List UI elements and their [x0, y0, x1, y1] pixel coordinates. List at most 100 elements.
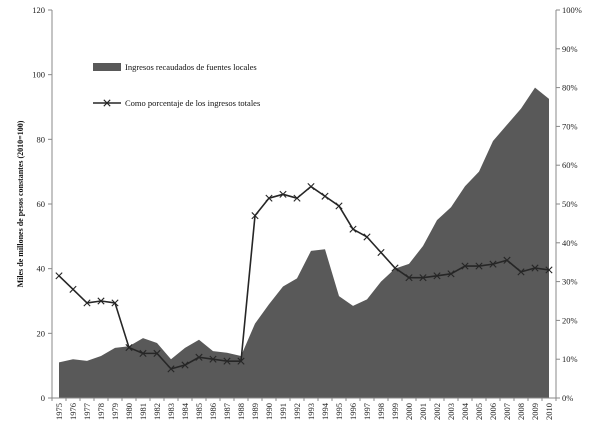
- line-point-marker: [293, 194, 301, 202]
- line-point-marker: [531, 264, 539, 272]
- x-tick-label: 1977: [82, 403, 92, 420]
- line-point-marker: [503, 256, 511, 264]
- y-tick-label-left: 20: [37, 328, 46, 338]
- area-layer: [59, 87, 549, 398]
- line-point-marker: [545, 266, 553, 274]
- line-point-marker: [391, 264, 399, 272]
- line-point-marker: [307, 182, 315, 191]
- y-tick-label-right: 30%: [562, 277, 578, 287]
- line-layer: [55, 182, 553, 373]
- x-tick-label: 2010: [544, 403, 554, 420]
- x-tick-label: 2008: [516, 403, 526, 420]
- line-point-marker: [97, 297, 105, 305]
- x-tick-label: 1995: [334, 403, 344, 420]
- legend-line-marker: [103, 99, 111, 107]
- y-tick-label-right: 50%: [562, 199, 578, 209]
- line-point-marker: [181, 361, 189, 369]
- x-tick-label: 2005: [474, 403, 484, 420]
- x-tick-label: 2006: [488, 403, 498, 420]
- line-point-marker: [55, 272, 63, 280]
- line-point-marker: [433, 272, 441, 280]
- y-tick-label-right: 0%: [562, 393, 573, 403]
- x-tick-label: 1996: [348, 403, 358, 420]
- line-point-marker: [335, 202, 343, 210]
- y-tick-label-right: 60%: [562, 160, 578, 170]
- line-point-marker: [153, 349, 161, 357]
- legend-line-label: Como porcentaje de los ingresos totales: [125, 98, 260, 108]
- x-tick-label: 1992: [292, 403, 302, 420]
- y-tick-label-left: 0: [41, 393, 45, 403]
- y-tick-label-right: 20%: [562, 315, 578, 325]
- y-tick-label-left: 100: [32, 70, 45, 80]
- x-tick-label: 1981: [138, 403, 148, 420]
- x-tick-label: 1994: [320, 402, 330, 420]
- line-point-marker: [167, 365, 175, 373]
- legend-marker-x: [103, 99, 111, 107]
- x-tick-label: 1980: [124, 403, 134, 420]
- y-tick-label-right: 100%: [562, 5, 582, 15]
- x-tick-label: 2004: [460, 402, 470, 420]
- line-point-marker: [517, 268, 525, 276]
- line-point-marker: [223, 357, 231, 365]
- line-point-marker: [475, 262, 483, 270]
- line-point-marker: [251, 212, 259, 220]
- x-tick-label: 2003: [446, 403, 456, 420]
- x-tick-label: 1986: [208, 403, 218, 420]
- x-tick-label: 1999: [390, 403, 400, 420]
- x-tick-label: 1988: [236, 403, 246, 420]
- line-point-marker: [349, 225, 357, 233]
- line-point-marker: [69, 285, 77, 293]
- x-tick-label: 1985: [194, 403, 204, 420]
- legend: Ingresos recaudados de fuentes locales C…: [93, 62, 260, 108]
- area-series-ingresos: [59, 87, 549, 398]
- x-tick-label: 1993: [306, 403, 316, 420]
- line-point-marker: [363, 233, 371, 241]
- x-tick-label: 1990: [264, 403, 274, 420]
- line-point-marker: [419, 274, 427, 282]
- x-tick-label: 1975: [54, 403, 64, 420]
- y-tick-label-right: 40%: [562, 238, 578, 248]
- line-point-marker: [405, 274, 413, 282]
- x-tick-label: 1979: [110, 403, 120, 420]
- y-tick-label-left: 60: [37, 199, 46, 209]
- legend-area-label: Ingresos recaudados de fuentes locales: [125, 62, 257, 72]
- x-tick-label: 1976: [68, 403, 78, 420]
- y-tick-label-left: 40: [37, 264, 46, 274]
- line-series-porcentaje: [58, 185, 550, 370]
- x-tick-label: 1997: [362, 403, 372, 420]
- y-tick-label-right: 90%: [562, 44, 578, 54]
- line-point-marker: [377, 248, 385, 257]
- x-tick-label: 1989: [250, 403, 260, 420]
- line-point-marker: [83, 299, 91, 307]
- y-axis-title: Miles de millones de pesos constantes (2…: [16, 120, 25, 287]
- line-point-marker: [237, 357, 245, 365]
- y-tick-label-left: 120: [32, 5, 45, 15]
- y-tick-label-left: 80: [37, 134, 46, 144]
- line-point-marker: [447, 270, 455, 278]
- x-tick-label: 1991: [278, 403, 288, 420]
- line-point-marker: [489, 260, 497, 268]
- x-tick-label: 1984: [180, 402, 190, 420]
- y-tick-label-right: 10%: [562, 354, 578, 364]
- y-tick-label-right: 70%: [562, 121, 578, 131]
- x-tick-label: 2000: [404, 403, 414, 420]
- y-tick-label-right: 80%: [562, 83, 578, 93]
- line-point-marker: [111, 299, 119, 307]
- line-point-marker: [279, 190, 287, 198]
- x-tick-label: 1998: [376, 403, 386, 420]
- x-tick-label: 2002: [432, 403, 442, 420]
- line-point-marker: [461, 262, 469, 270]
- x-tick-label: 1978: [96, 403, 106, 420]
- x-tick-label: 1982: [152, 403, 162, 420]
- line-point-marker: [125, 343, 133, 352]
- x-tick-label: 1987: [222, 403, 232, 420]
- line-point-marker: [321, 192, 329, 200]
- line-point-marker: [139, 349, 147, 357]
- axes-layer: 0 20 40 60 80 100 120 0% 10% 20% 30% 40% 50% 60% 70% 80…: [32, 5, 582, 420]
- legend-area-swatch: [93, 63, 121, 71]
- x-tick-label: 2001: [418, 403, 428, 420]
- x-tick-label: 2007: [502, 403, 512, 420]
- line-point-marker: [265, 194, 273, 202]
